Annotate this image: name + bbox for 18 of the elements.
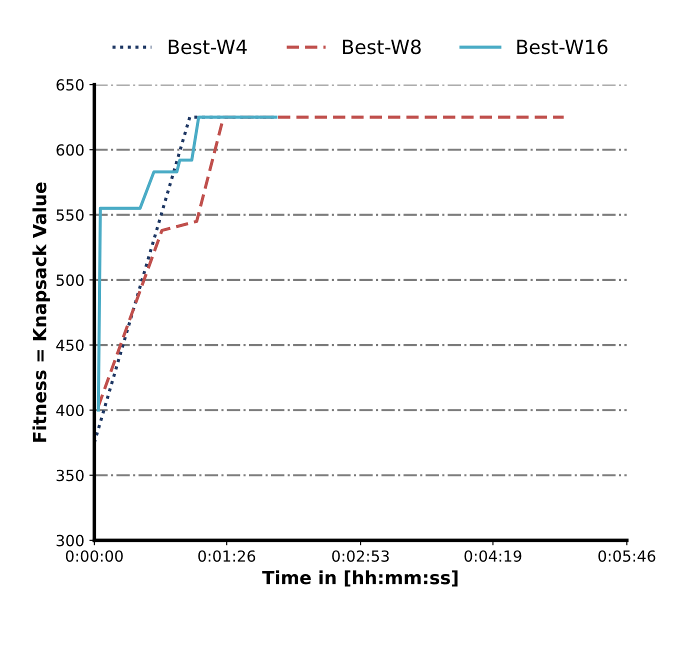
y-tick-label: 450 <box>56 339 84 352</box>
y-axis-title: Fitness = Knapsack Value <box>32 182 50 442</box>
x-tick-label: 0:01:26 <box>198 550 256 562</box>
x-tick-label: 0:04:19 <box>464 550 522 562</box>
y-tick-label: 650 <box>56 79 84 91</box>
x-tick-label: 0:02:53 <box>332 550 389 562</box>
y-tick-label: 400 <box>56 404 84 416</box>
y-tick-label: 550 <box>56 209 84 221</box>
x-axis-title: Time in [hh:mm:ss] <box>262 570 458 586</box>
legend-label: Best-W8 <box>343 40 421 54</box>
legend-label: Best-W16 <box>517 40 608 54</box>
legend-label: Best-W4 <box>168 40 247 54</box>
x-tick-label: 0:00:00 <box>66 550 123 562</box>
x-tick-label: 0:05:46 <box>598 550 656 562</box>
y-tick-label: 350 <box>56 470 84 482</box>
y-tick-label: 600 <box>56 144 84 156</box>
y-tick-label: 300 <box>56 534 84 546</box>
y-tick-label: 500 <box>56 274 84 286</box>
